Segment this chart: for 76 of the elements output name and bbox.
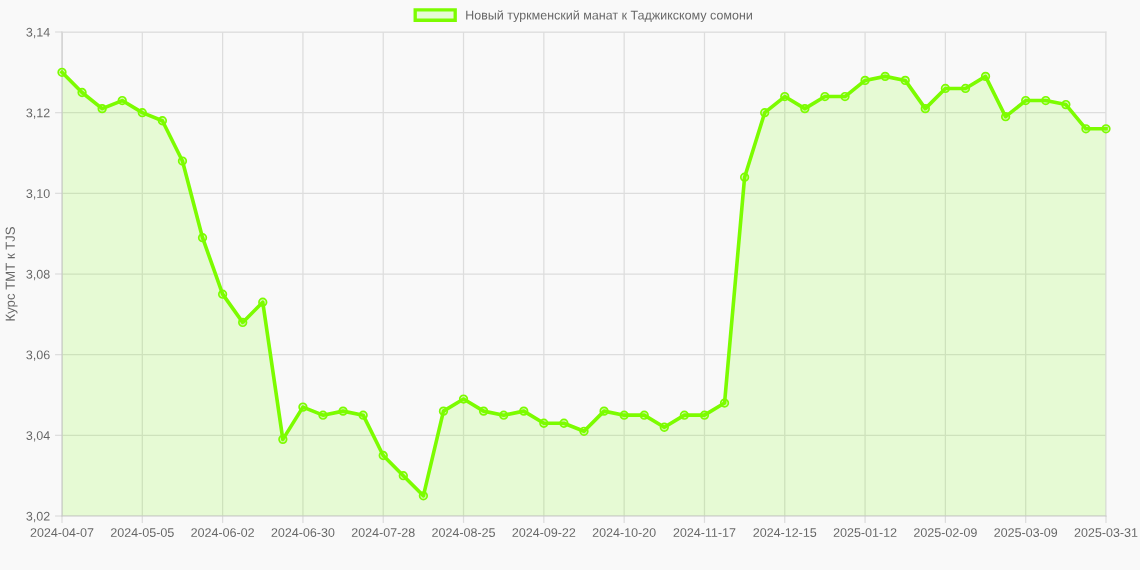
point	[719, 398, 730, 408]
point	[458, 394, 469, 404]
point	[137, 108, 147, 118]
point	[478, 406, 489, 416]
point	[760, 108, 770, 118]
x-tick-label: 2025-03-09	[994, 528, 1058, 537]
point	[418, 491, 429, 501]
y-tick-label: 3,14	[26, 27, 50, 39]
point	[499, 410, 509, 420]
point	[378, 450, 388, 461]
y-tick-label: 3,08	[26, 269, 50, 281]
point	[800, 103, 810, 114]
point	[579, 426, 589, 436]
point	[659, 422, 669, 432]
point	[519, 406, 529, 416]
x-tick-label: 2025-01-12	[833, 528, 897, 537]
point	[258, 297, 268, 307]
point	[1061, 99, 1071, 110]
point	[177, 156, 188, 166]
point	[840, 91, 850, 102]
point	[1041, 95, 1051, 106]
point	[739, 172, 750, 182]
x-tick-label: 2024-07-28	[351, 528, 415, 537]
point	[117, 95, 127, 106]
point	[278, 434, 288, 445]
point	[900, 75, 910, 86]
point	[1000, 112, 1011, 122]
legend-label: Новый туркменский манат к Таджикскому сомони	[466, 10, 752, 22]
point	[57, 67, 67, 77]
point	[1101, 124, 1111, 134]
point	[679, 410, 690, 420]
point	[619, 410, 629, 420]
x-tick-label: 2024-08-25	[432, 528, 495, 537]
point	[960, 83, 971, 94]
point	[398, 471, 408, 481]
point	[559, 418, 569, 428]
point	[217, 289, 228, 299]
x-tick-label: 2025-02-09	[914, 528, 977, 537]
point	[920, 103, 930, 114]
point	[699, 410, 710, 420]
point	[539, 418, 549, 428]
point	[97, 103, 107, 114]
point	[197, 233, 208, 243]
point	[980, 71, 991, 82]
point	[338, 406, 348, 416]
y-tick-label: 3,02	[26, 511, 50, 523]
x-tick-label: 2024-06-02	[191, 528, 254, 537]
point	[438, 406, 449, 416]
point	[820, 91, 830, 102]
point	[358, 410, 368, 420]
x-tick-label: 2024-09-22	[512, 528, 576, 537]
point	[940, 83, 951, 94]
x-tick-label: 2024-11-17	[673, 528, 736, 537]
y-axis-title: Курс ТМТ к TJS	[5, 227, 18, 321]
point	[639, 410, 649, 420]
x-tick-label: 2024-04-07	[30, 528, 94, 537]
y-tick-label: 3,10	[26, 189, 50, 200]
x-tick-label: 2024-12-15	[753, 528, 817, 537]
point	[157, 116, 168, 126]
point	[1081, 124, 1091, 134]
x-tick-label: 2024-05-05	[110, 528, 174, 537]
point	[77, 87, 87, 98]
x-tick-label: 2024-06-30	[271, 528, 335, 537]
point	[1021, 95, 1031, 106]
point	[318, 410, 328, 420]
point	[880, 71, 890, 82]
point	[298, 402, 308, 412]
point	[238, 317, 248, 328]
point	[860, 75, 870, 86]
y-tick-label: 3,06	[26, 350, 50, 361]
x-tick-label: 2024-10-20	[592, 528, 656, 537]
x-tick-label: 2025-03-31	[1074, 528, 1138, 537]
point	[780, 91, 790, 102]
point	[599, 406, 609, 416]
y-tick-label: 3,12	[26, 108, 50, 119]
y-tick-label: 3,04	[26, 431, 50, 442]
